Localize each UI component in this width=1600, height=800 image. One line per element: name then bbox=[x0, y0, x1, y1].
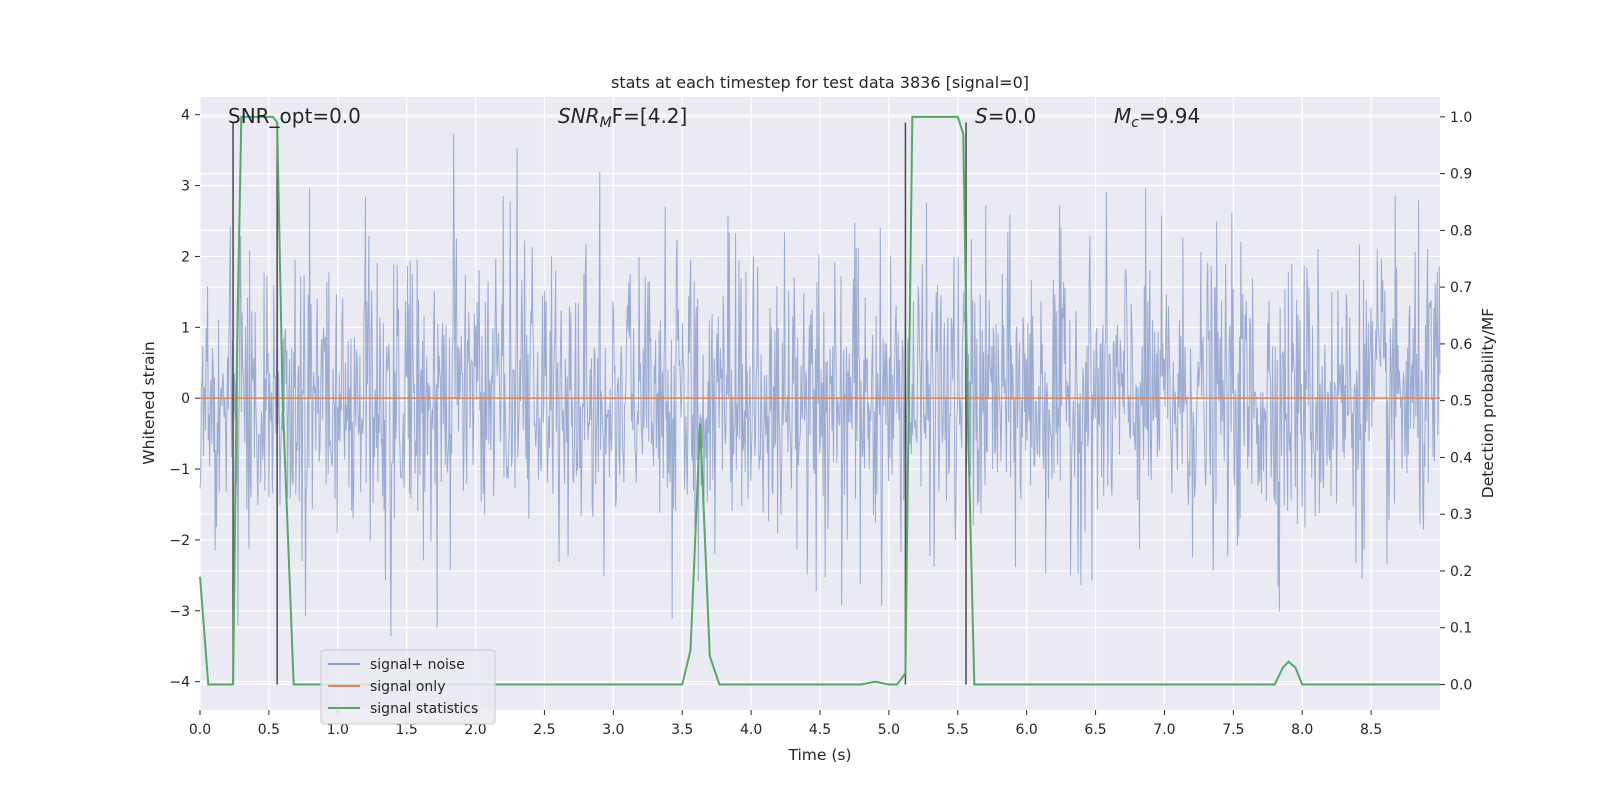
legend: signal+ noise signal only signal statist… bbox=[320, 649, 496, 725]
y2-tick-label: 0.6 bbox=[1450, 337, 1472, 353]
y-tick-label: 1 bbox=[181, 320, 190, 336]
y2-tick-label: 0.7 bbox=[1450, 280, 1472, 296]
y2-tick-label: 0.5 bbox=[1450, 394, 1472, 410]
x-tick-label: 6.0 bbox=[1016, 722, 1038, 738]
y2-tick-label: 0.2 bbox=[1450, 564, 1472, 580]
x-tick-label: 8.0 bbox=[1291, 722, 1313, 738]
x-tick-label: 7.0 bbox=[1153, 722, 1175, 738]
x-tick-label: 0.5 bbox=[258, 722, 280, 738]
y-tick-label: −2 bbox=[169, 533, 190, 549]
x-tick-label: 5.0 bbox=[878, 722, 900, 738]
x-tick-label: 0.0 bbox=[189, 722, 211, 738]
signal-statistics-line bbox=[199, 115, 1440, 686]
y-tick-label: 2 bbox=[181, 249, 190, 265]
x-axis-label: Time (s) bbox=[787, 746, 851, 764]
grid bbox=[199, 97, 1440, 710]
y-tick-label: −3 bbox=[169, 604, 190, 620]
x-tick-label: 5.5 bbox=[947, 722, 969, 738]
x-tick-label: 1.5 bbox=[396, 722, 418, 738]
mc-annotation: Mc=9.94 bbox=[1114, 104, 1200, 131]
y2-tick-label: 0.4 bbox=[1450, 450, 1472, 466]
y-tick-label: −1 bbox=[169, 462, 190, 478]
y-tick-label: 3 bbox=[181, 179, 190, 195]
y-tick-label: 4 bbox=[181, 108, 190, 124]
plot-area bbox=[199, 115, 1441, 686]
y-axis-label: Whitened strain bbox=[140, 341, 158, 464]
y2-tick-label: 0.9 bbox=[1450, 167, 1472, 183]
x-tick-label: 2.5 bbox=[533, 722, 555, 738]
snr-opt-annotation: SNR_opt=0.0 bbox=[228, 104, 361, 128]
y2-tick-label: 0.1 bbox=[1450, 621, 1472, 637]
signal-noise-line bbox=[199, 134, 1441, 637]
y2-tick-label: 0.8 bbox=[1450, 223, 1472, 239]
x-tick-label: 4.0 bbox=[740, 722, 762, 738]
y-tick-label: 0 bbox=[181, 391, 190, 407]
x-tick-label: 3.0 bbox=[602, 722, 624, 738]
legend-box bbox=[320, 649, 496, 725]
legend-label-signal-only: signal only bbox=[370, 679, 445, 695]
x-tick-label: 8.5 bbox=[1360, 722, 1382, 738]
y2-tick-label: 0.3 bbox=[1450, 507, 1472, 523]
legend-label-signal-statistics: signal statistics bbox=[370, 701, 478, 717]
x-tick-label: 6.5 bbox=[1084, 722, 1106, 738]
y2-tick-label: 1.0 bbox=[1450, 110, 1472, 126]
y-tick-label: −4 bbox=[169, 675, 190, 691]
x-tick-label: 1.0 bbox=[327, 722, 349, 738]
y2-axis-label: Detection probability/MF bbox=[1479, 308, 1497, 499]
x-tick-label: 2.0 bbox=[464, 722, 486, 738]
snr-mf-annotation: SNRMF=[4.2] bbox=[558, 104, 687, 131]
x-tick-label: 3.5 bbox=[671, 722, 693, 738]
chart-title: stats at each timestep for test data 383… bbox=[611, 73, 1029, 92]
legend-label-signal-noise: signal+ noise bbox=[370, 657, 465, 673]
y2-tick-label: 0.0 bbox=[1450, 677, 1472, 693]
ticks: 0.0 0.5 1.0 1.5 2.0 2.5 3.0 3.5 4.0 4.5 5.0 5.5 6.0 6… bbox=[169, 108, 1472, 738]
x-tick-label: 7.5 bbox=[1222, 722, 1244, 738]
s-annotation: S=0.0 bbox=[975, 104, 1036, 128]
x-tick-label: 4.5 bbox=[809, 722, 831, 738]
